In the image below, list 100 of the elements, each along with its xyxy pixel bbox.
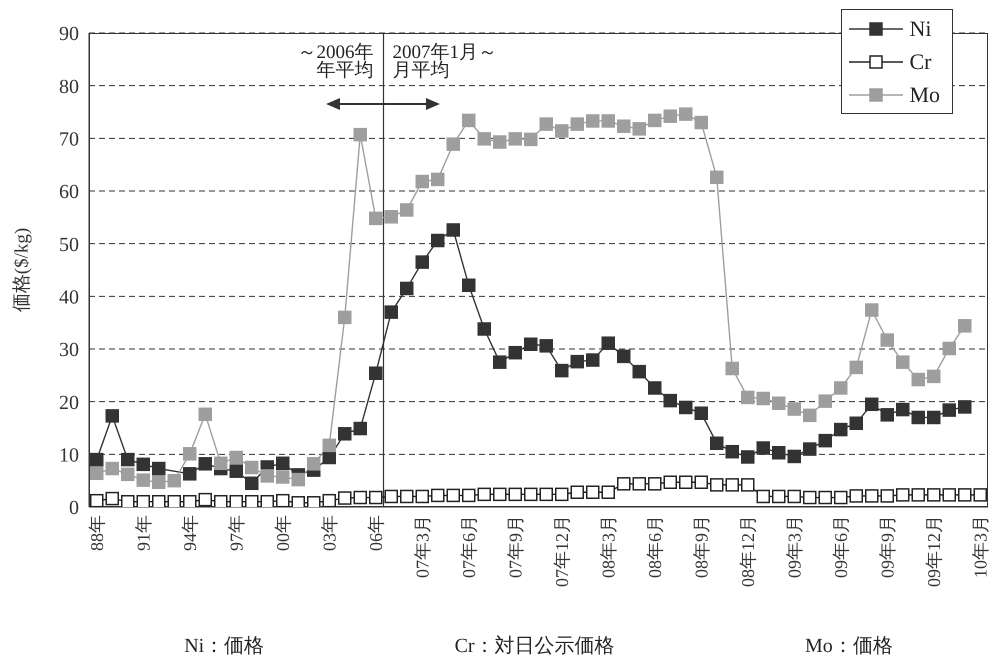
point [958, 319, 972, 333]
point [245, 476, 258, 490]
point [369, 490, 382, 504]
point [741, 390, 754, 404]
point [322, 450, 336, 464]
point [772, 446, 786, 460]
point [168, 494, 181, 507]
point [478, 488, 491, 502]
point [756, 441, 770, 455]
point [121, 452, 134, 466]
point [896, 488, 910, 502]
point [912, 372, 925, 386]
point [865, 489, 878, 503]
point [493, 355, 506, 369]
point [400, 490, 414, 504]
point [384, 210, 398, 224]
point [384, 490, 398, 504]
point [369, 212, 382, 226]
x-tick-label: 06年 [366, 515, 386, 551]
point [90, 494, 104, 507]
point [400, 282, 414, 296]
y-tick-label: 80 [59, 76, 79, 98]
point [508, 488, 522, 502]
point [214, 456, 228, 470]
point [602, 114, 615, 128]
point [896, 402, 910, 416]
point [617, 119, 630, 133]
point [602, 336, 615, 350]
point [307, 496, 320, 507]
point [679, 107, 692, 121]
point [803, 442, 816, 456]
point [880, 489, 894, 503]
point [478, 322, 491, 336]
point [508, 132, 522, 146]
x-tick-label: 10年3月 [970, 515, 990, 578]
point [679, 400, 692, 414]
x-tick-label: 09年3月 [784, 515, 804, 578]
point [803, 490, 816, 504]
y-tick-label: 60 [59, 181, 79, 204]
point [524, 132, 538, 146]
point [818, 490, 832, 504]
point [152, 462, 166, 476]
point [632, 477, 646, 491]
point [322, 438, 336, 452]
y-tick-label: 10 [59, 444, 79, 466]
point [974, 488, 987, 502]
point [307, 457, 320, 471]
point [788, 402, 801, 416]
point [942, 342, 956, 356]
point [524, 338, 538, 352]
point [648, 381, 662, 395]
x-tick-label: 09年6月 [830, 515, 851, 578]
point [880, 408, 894, 422]
point [617, 477, 630, 491]
point [710, 170, 724, 184]
point [880, 333, 894, 347]
point [540, 117, 553, 131]
point [106, 409, 119, 423]
point [183, 494, 196, 507]
point [570, 354, 584, 368]
point [338, 491, 352, 505]
x-tick-label: 07年12月 [552, 515, 572, 587]
point [230, 494, 243, 507]
x-tick-label: 03年 [319, 515, 340, 551]
y-tick-label: 90 [59, 23, 79, 46]
x-tick-label: 09年9月 [877, 515, 898, 578]
point [632, 364, 646, 378]
point [106, 492, 119, 506]
point [632, 122, 646, 136]
x-tick-label: 00年 [272, 515, 293, 551]
point [431, 488, 444, 502]
point [834, 422, 848, 436]
point [245, 494, 258, 507]
point [121, 468, 134, 482]
point [369, 366, 382, 380]
x-tick-label: 88年 [86, 515, 107, 551]
point [322, 494, 336, 507]
point [648, 114, 662, 128]
point [834, 490, 848, 504]
x-tick-label: 07年3月 [412, 515, 432, 578]
point [198, 457, 212, 471]
point [679, 475, 692, 489]
point [524, 488, 538, 502]
point [726, 478, 739, 492]
point [276, 470, 290, 484]
point [136, 458, 150, 472]
point [416, 255, 429, 269]
point [602, 486, 615, 500]
point [958, 488, 972, 502]
point [570, 486, 584, 500]
point [260, 469, 274, 483]
annotation: 年平均 [316, 60, 374, 81]
y-tick-label: 40 [59, 286, 79, 308]
point [555, 124, 568, 138]
point [664, 394, 677, 408]
point [788, 450, 801, 464]
x-tick-label: 08年9月 [691, 515, 712, 578]
point [694, 116, 708, 130]
point [230, 464, 243, 478]
point [198, 408, 212, 422]
